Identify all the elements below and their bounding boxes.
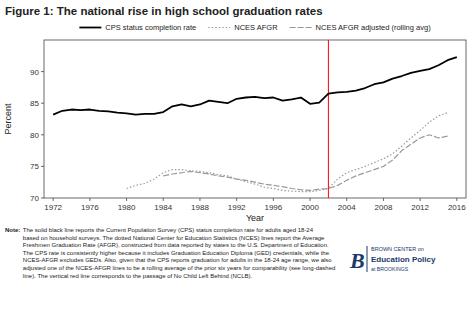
plot-data (53, 40, 457, 198)
x-tick-label: 1984 (154, 203, 172, 212)
note-text: The CPS rate is consistently higher beca… (23, 250, 330, 256)
x-tick (310, 198, 311, 201)
x-tick-label: 2000 (301, 203, 319, 212)
note-text: based on household surveys. The dotted N… (23, 235, 325, 241)
x-tick (236, 198, 237, 201)
x-tick (273, 198, 274, 201)
logo-divider (367, 246, 368, 272)
note-text: The solid black line reports the Current… (23, 227, 314, 233)
x-tick-label: 2016 (448, 203, 466, 212)
y-tick (41, 71, 44, 72)
x-tick-label: 1976 (81, 203, 99, 212)
vertical-line (328, 40, 329, 198)
legend-item: NCES AFGR adjusted (rolling avg) (290, 23, 432, 32)
note-text: adjusted one of the NCES-AFGR lines to b… (23, 265, 336, 271)
x-tick-label: 2008 (375, 203, 393, 212)
y-tick (41, 166, 44, 167)
note-label: Note: (5, 227, 20, 233)
logo-text: BROWN CENTER on (371, 246, 424, 252)
legend: CPS status completion rate NCES AFGR NCES … (79, 23, 431, 32)
note-text: line). The vertical red line corresponds… (23, 273, 253, 279)
logo-text: Education Policy (371, 255, 436, 264)
x-tick (89, 198, 90, 201)
logo-text: at BROOKINGS (371, 266, 409, 272)
x-tick-label: 2012 (411, 203, 429, 212)
y-tick-label: 75 (30, 162, 39, 171)
logo-mark: B (349, 248, 365, 273)
x-tick (456, 198, 457, 201)
legend-swatch (208, 27, 230, 28)
legend-swatch (79, 27, 101, 29)
note: Note:The solid black line reports the Cu… (5, 227, 335, 279)
x-axis-label: Year (246, 213, 264, 223)
legend-item: CPS status completion rate (79, 23, 196, 32)
x-tick (383, 198, 384, 201)
legend-swatch (290, 27, 312, 28)
x-tick (199, 198, 200, 201)
legend-label: CPS status completion rate (105, 23, 196, 32)
y-tick-label: 90 (30, 68, 39, 77)
y-axis: 70 75 80 85 90 (30, 68, 44, 203)
y-tick-label: 70 (30, 194, 39, 203)
x-tick (53, 198, 54, 201)
x-tick (346, 198, 347, 201)
x-tick-label: 1996 (264, 203, 282, 212)
y-tick-label: 85 (30, 99, 39, 108)
series-line (53, 57, 457, 115)
chart: Figure 1: The national rise in high scho… (0, 0, 474, 316)
legend-label: NCES AFGR adjusted (rolling avg) (316, 23, 432, 32)
series-line (163, 135, 447, 191)
legend-item: NCES AFGR (208, 23, 278, 32)
x-tick (163, 198, 164, 201)
y-tick-label: 80 (30, 131, 39, 140)
y-tick (41, 198, 44, 199)
y-axis-label: Percent (3, 103, 13, 135)
logo: B BROWN CENTER on Education Policy at BROOK… (349, 246, 436, 273)
x-axis: 1972 1976 1980 1984 1988 1992 1996 2000 2004 2008… (44, 198, 466, 212)
x-tick-label: 1988 (191, 203, 209, 212)
legend-label: NCES AFGR (234, 23, 278, 32)
plot-frame (44, 40, 466, 198)
x-tick (126, 198, 127, 201)
series-line (127, 113, 448, 192)
x-tick-label: 1980 (118, 203, 136, 212)
note-text: Freshmen Graduation Rate (AFGR), constru… (23, 242, 329, 248)
y-tick (41, 103, 44, 104)
title: Figure 1: The national rise in high scho… (5, 5, 323, 17)
x-tick-label: 2004 (338, 203, 356, 212)
y-tick (41, 134, 44, 135)
x-tick (420, 198, 421, 201)
x-tick-label: 1972 (44, 203, 62, 212)
note-text: NCES-AFGR excludes GEDs. Also, given tha… (23, 257, 332, 263)
x-tick-label: 1992 (228, 203, 246, 212)
